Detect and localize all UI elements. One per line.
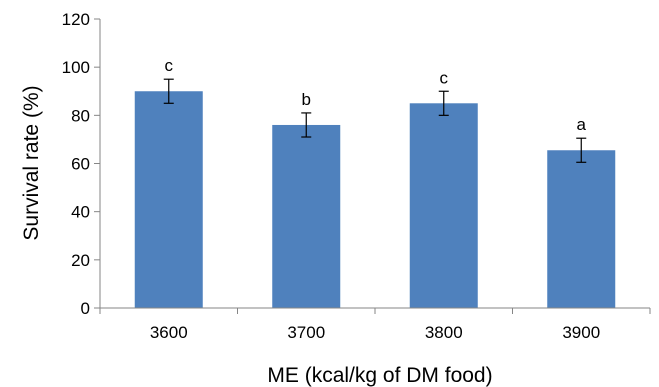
x-tick-label-3900: 3900 [562, 323, 600, 342]
x-tick-label-3600: 3600 [150, 323, 188, 342]
significance-label-3700: b [302, 90, 311, 109]
bar-3900 [547, 150, 616, 308]
y-tick-label-80: 80 [71, 106, 90, 125]
y-axis-title: Survival rate (%) [20, 85, 43, 240]
significance-label-3600: c [165, 56, 174, 75]
y-tick-label-60: 60 [71, 155, 90, 174]
bar-3800 [409, 103, 478, 309]
y-tick-label-0: 0 [81, 299, 90, 318]
plot-area: c b c a 0 20 40 60 80 100 120 3600 3700 3800 3900 [62, 10, 651, 342]
y-tick-label-100: 100 [62, 58, 90, 77]
bar-3600 [134, 91, 203, 308]
y-tick-label-40: 40 [71, 203, 90, 222]
y-tick-label-120: 120 [62, 10, 90, 29]
x-tick-label-3800: 3800 [425, 323, 463, 342]
x-tick-label-3700: 3700 [287, 323, 325, 342]
significance-label-3800: c [440, 68, 449, 87]
y-tick-label-20: 20 [71, 251, 90, 270]
x-axis-title: ME (kcal/kg of DM food) [267, 364, 492, 387]
significance-label-3900: a [577, 115, 587, 134]
bar-3700 [272, 124, 341, 308]
